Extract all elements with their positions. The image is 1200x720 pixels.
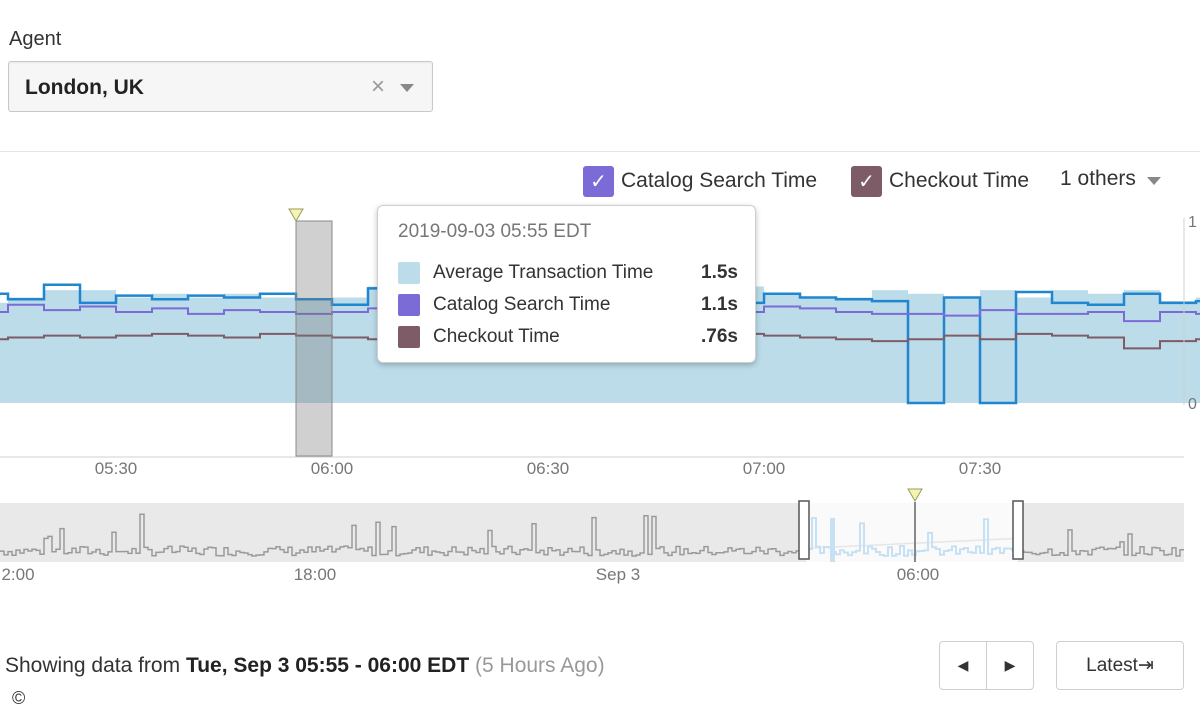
previous-button[interactable]: ◀ <box>957 657 969 673</box>
overview-x-tick-label: 06:00 <box>897 565 940 584</box>
agent-select[interactable]: London, UK × <box>8 61 433 112</box>
tooltip-row-label: Average Transaction Time <box>433 262 654 283</box>
swatch-icon <box>398 262 420 284</box>
chevron-down-icon[interactable] <box>1147 177 1161 185</box>
agent-label: Agent <box>9 28 62 50</box>
tooltip-row: Average Transaction Time 1.5s <box>398 262 738 284</box>
marker-triangle-icon <box>288 208 304 222</box>
copyright-icon: © <box>12 688 26 708</box>
overview-x-tick-label: Sep 3 <box>596 565 640 584</box>
x-tick-label: 07:30 <box>959 459 1002 478</box>
legend-item-catalog-search[interactable]: ✓ Catalog Search Time <box>583 165 817 197</box>
y-tick-label: 0 <box>1188 396 1197 413</box>
swatch-icon <box>398 294 420 316</box>
status-ago: (5 Hours Ago) <box>475 654 605 677</box>
next-button[interactable]: ▶ <box>986 642 1033 689</box>
checkbox-checked-icon[interactable]: ✓ <box>583 165 614 197</box>
status-range: Tue, Sep 3 05:55 - 06:00 EDT <box>185 654 470 677</box>
clear-icon[interactable]: × <box>371 73 386 100</box>
checkbox-checked-icon[interactable]: ✓ <box>851 165 882 197</box>
y-tick-label: 1 <box>1188 214 1197 231</box>
overview-selection-window[interactable] <box>806 503 1018 562</box>
tooltip-row-label: Checkout Time <box>433 326 560 347</box>
time-nav-group: ◀ ▶ <box>939 641 1034 690</box>
legend-label: Catalog Search Time <box>621 169 818 192</box>
tooltip-row-label: Catalog Search Time <box>433 294 611 315</box>
status-prefix: Showing data from <box>5 654 186 677</box>
transaction-time-chart[interactable]: 1 0 05:30 06:00 06:30 07:00 07:30 2:00 18:00 Sep… <box>0 200 1200 590</box>
legend-item-checkout[interactable]: ✓ Checkout Time <box>851 165 1029 197</box>
x-tick-label: 07:00 <box>743 459 786 478</box>
range-handle-right[interactable] <box>1012 500 1024 560</box>
legend-others-dropdown[interactable]: 1 others <box>1060 167 1136 190</box>
tooltip-row-value: 1.1s <box>701 294 738 315</box>
time-range-status: Showing data from Tue, Sep 3 05:55 - 06:… <box>5 654 605 678</box>
chart-tooltip: 2019-09-03 05:55 EDT Average Transaction… <box>377 205 756 363</box>
range-handle-left[interactable] <box>798 500 810 560</box>
section-divider <box>0 151 1200 152</box>
tooltip-row: Catalog Search Time 1.1s <box>398 294 738 316</box>
x-tick-label: 05:30 <box>95 459 138 478</box>
tooltip-row-value: 1.5s <box>701 262 738 283</box>
tooltip-row-value: .76s <box>701 326 738 347</box>
x-tick-label: 06:00 <box>311 459 354 478</box>
x-tick-label: 06:30 <box>527 459 570 478</box>
tooltip-title: 2019-09-03 05:55 EDT <box>398 221 592 242</box>
chevron-down-icon[interactable] <box>400 84 414 92</box>
overview-timeline[interactable]: 2:00 18:00 Sep 3 06:00 <box>0 488 1184 584</box>
tooltip-row: Checkout Time .76s <box>398 326 738 348</box>
agent-selected-value: London, UK <box>25 76 144 99</box>
marker-triangle-icon <box>907 488 923 502</box>
legend-label: Checkout Time <box>889 169 1030 192</box>
overview-x-tick-label: 2:00 <box>1 565 34 584</box>
swatch-icon <box>398 326 420 348</box>
latest-button[interactable]: Latest⇥ <box>1056 641 1184 690</box>
selected-time-highlight[interactable] <box>295 220 333 457</box>
overview-x-tick-label: 18:00 <box>294 565 337 584</box>
